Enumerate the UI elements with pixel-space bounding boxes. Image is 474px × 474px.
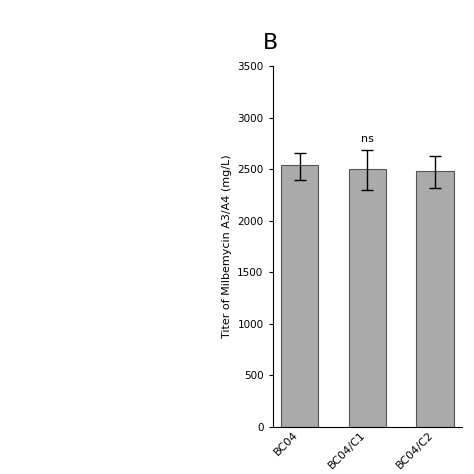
Text: B: B xyxy=(263,33,278,53)
Y-axis label: Titer of Milbemycin A3/A4 (mg/L): Titer of Milbemycin A3/A4 (mg/L) xyxy=(222,155,232,338)
Text: ns: ns xyxy=(361,134,374,144)
Bar xyxy=(416,171,454,427)
Bar xyxy=(281,165,319,427)
Bar xyxy=(349,169,386,427)
